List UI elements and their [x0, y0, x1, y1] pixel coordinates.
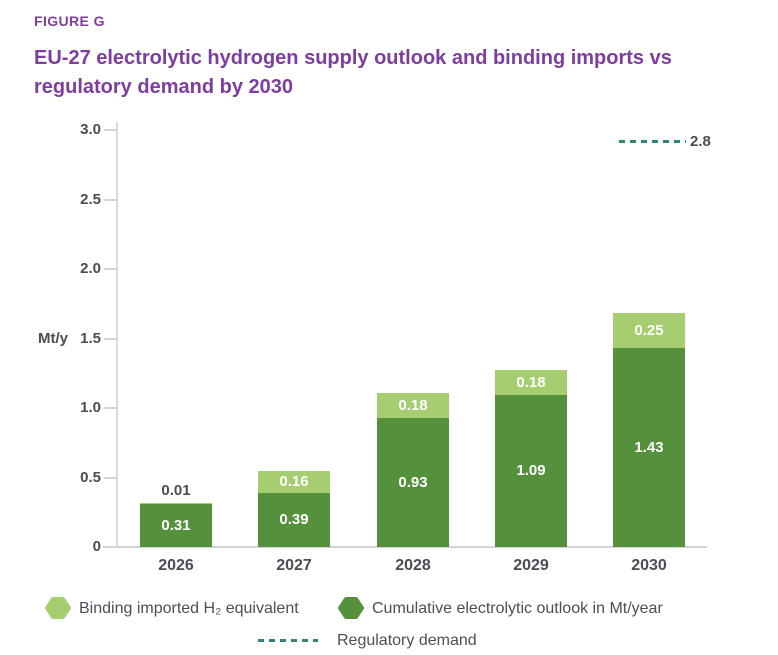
bar-segment-light [613, 313, 685, 348]
legend-label-binding-imported: Binding imported H₂ equivalent [79, 600, 299, 617]
y-tick-mark [104, 476, 117, 479]
x-category-label: 2030 [631, 557, 667, 574]
y-tick-mark [104, 337, 117, 340]
legend-swatch-binding-imported-icon [45, 597, 71, 619]
bar-value-light: 0.25 [634, 321, 664, 339]
x-category-label: 2029 [513, 557, 549, 574]
x-category-label: 2028 [395, 557, 431, 574]
y-axis-line [116, 122, 118, 547]
hexagon-icon [338, 597, 364, 619]
bar-segment-light [258, 471, 330, 493]
x-category-label: 2027 [276, 557, 312, 574]
bar-value-dark: 1.09 [516, 462, 546, 479]
y-tick-label: 0.5 [80, 468, 101, 486]
hexagon-icon [45, 597, 71, 619]
y-tick-label: 1.5 [80, 329, 101, 347]
bar-segment-dark [377, 418, 449, 547]
regulatory-demand-value: 2.8 [690, 133, 711, 150]
figure-label: FIGURE G [34, 13, 105, 29]
legend-swatch-cumulative-outlook-icon [338, 597, 364, 619]
y-tick-mark [104, 129, 117, 131]
bar-value-light: 0.18 [516, 373, 546, 391]
legend-swatch-regulatory-demand-dash-icon [258, 639, 318, 642]
bar-value-light: 0.16 [279, 473, 309, 490]
bar-segment-light [495, 370, 567, 395]
y-tick-mark [104, 198, 117, 201]
bar-segment-light [377, 393, 449, 418]
bar-value-light: 0.01 [161, 482, 191, 499]
bar-segment-dark [258, 493, 330, 547]
bar-value-dark: 0.93 [398, 473, 428, 491]
y-tick-mark [104, 407, 117, 409]
bar-segment-dark [613, 348, 685, 547]
bar-value-dark: 0.31 [161, 516, 191, 534]
regulatory-demand-dash-line [619, 140, 686, 143]
y-tick-label: 2.5 [80, 190, 101, 208]
legend-label-regulatory-demand: Regulatory demand [337, 632, 477, 649]
y-axis-title: Mt/y [38, 329, 68, 347]
y-tick-label: 2.0 [80, 260, 101, 277]
bar-value-dark: 1.43 [634, 438, 664, 456]
y-tick-label: 1.0 [80, 399, 101, 416]
legend-label-cumulative-outlook: Cumulative electrolytic outlook in Mt/ye… [372, 600, 663, 617]
bar-segment-light [140, 503, 212, 504]
bar-value-light: 0.18 [398, 396, 428, 414]
bar-segment-dark [495, 395, 567, 547]
y-tick-label: 3.0 [80, 121, 101, 138]
x-axis-line [103, 546, 707, 548]
bar-segment-dark [140, 504, 212, 547]
y-tick-mark [104, 546, 117, 548]
y-tick-label: 0 [92, 538, 101, 555]
y-tick-mark [104, 268, 117, 270]
chart-title: EU-27 electrolytic hydrogen supply outlo… [34, 47, 672, 98]
bar-value-dark: 0.39 [279, 511, 309, 528]
x-category-label: 2026 [158, 557, 194, 574]
